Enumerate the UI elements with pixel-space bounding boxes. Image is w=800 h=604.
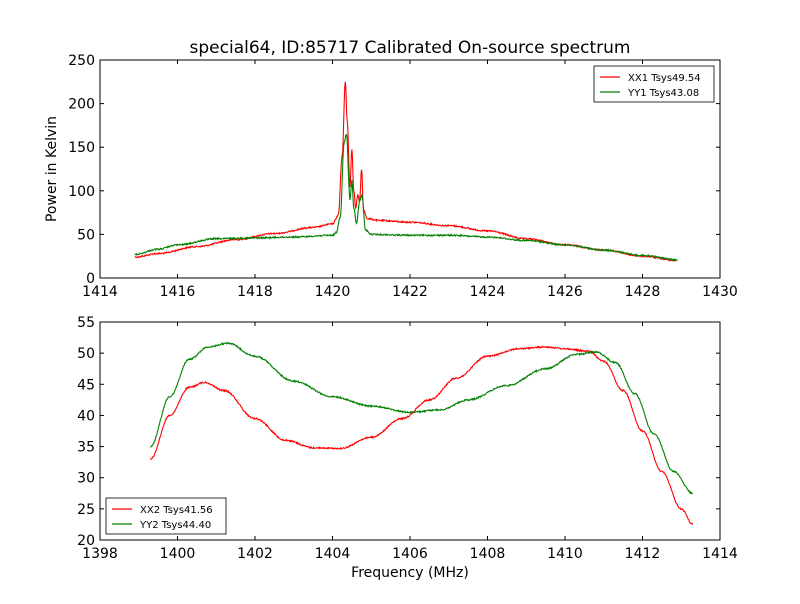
x-tick-label: 1410 bbox=[547, 546, 583, 562]
y-tick-label: 40 bbox=[77, 408, 95, 424]
x-axis-label: Frequency (MHz) bbox=[351, 565, 469, 581]
legend-entry: XX1 Tsys49.54 bbox=[628, 73, 701, 84]
x-tick-label: 1408 bbox=[470, 546, 506, 562]
y-tick-label: 30 bbox=[77, 471, 95, 487]
x-tick-label: 1416 bbox=[160, 284, 196, 300]
legend-box bbox=[593, 65, 715, 103]
y-tick-label: 35 bbox=[77, 440, 95, 456]
y-tick-label: 150 bbox=[68, 140, 95, 156]
x-tick-label: 1430 bbox=[702, 284, 738, 300]
y-tick-label: 20 bbox=[77, 533, 95, 549]
legend-entry: YY1 Tsys43.08 bbox=[627, 88, 699, 99]
y-tick-label: 250 bbox=[68, 53, 95, 69]
x-tick-label: 1412 bbox=[625, 546, 661, 562]
y-tick-label: 100 bbox=[68, 184, 95, 200]
x-tick-label: 1406 bbox=[392, 546, 428, 562]
series-line-2-2 bbox=[150, 341, 694, 495]
x-tick-label: 1428 bbox=[625, 284, 661, 300]
legend-entry: YY2 Tsys44.40 bbox=[139, 520, 211, 531]
y-tick-label: 50 bbox=[77, 346, 95, 362]
y-tick-label: 50 bbox=[77, 227, 95, 243]
series-line-2-1 bbox=[149, 345, 694, 525]
x-tick-label: 1414 bbox=[702, 546, 738, 562]
panel-2: 1398 1400 1402 1404 1406 1408 1410 1412 1414 20 25… bbox=[77, 315, 738, 581]
x-tick-label: 1414 bbox=[82, 284, 118, 300]
y-tick-label: 0 bbox=[86, 271, 95, 287]
legend-1: XX1 Tsys49.54 YY1 Tsys43.08 bbox=[593, 65, 715, 103]
y-tick-label: 25 bbox=[77, 502, 95, 518]
plot-panels: 1414 1416 1418 1420 1422 1424 1426 1428 14300501… bbox=[44, 53, 738, 581]
y-tick-label: 45 bbox=[77, 377, 95, 393]
x-tick-label: 1420 bbox=[315, 284, 351, 300]
x-tick-label: 1424 bbox=[470, 284, 506, 300]
x-tick-label: 1400 bbox=[160, 546, 196, 562]
x-tick-label: 1404 bbox=[315, 546, 351, 562]
figure-title: special64, ID:85717 Calibrated On-source… bbox=[190, 38, 631, 58]
legend-box bbox=[105, 497, 227, 535]
y-tick-label: 200 bbox=[68, 97, 95, 113]
series-line-1-2 bbox=[134, 133, 678, 262]
x-tick-label: 1402 bbox=[237, 546, 273, 562]
x-tick-label: 1422 bbox=[392, 284, 428, 300]
panel-1: 1414 1416 1418 1420 1422 1424 1426 1428 1430 0 50 1… bbox=[44, 53, 738, 300]
x-tick-label: 1426 bbox=[547, 284, 583, 300]
legend-entry: XX2 Tsys41.56 bbox=[140, 505, 213, 516]
y-tick-label: 55 bbox=[77, 315, 95, 331]
legend-2: XX2 Tsys41.56 YY2 Tsys44.40 bbox=[105, 497, 227, 535]
y-axis-label: Power in Kelvin bbox=[44, 116, 60, 222]
x-tick-label: 1418 bbox=[237, 284, 273, 300]
x-tick-label: 1398 bbox=[82, 546, 118, 562]
series-line-1-1 bbox=[134, 81, 678, 262]
